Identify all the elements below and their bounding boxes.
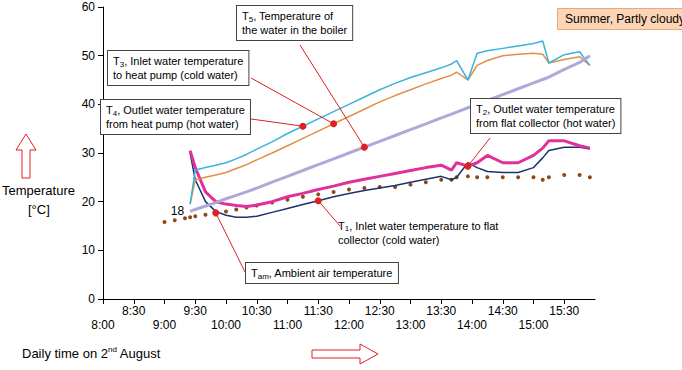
svg-text:to heat pump (cold water): to heat pump (cold water) <box>113 69 238 81</box>
svg-text:August: August <box>117 346 161 361</box>
svg-text:Temperature: Temperature <box>2 183 75 198</box>
svg-text:, Ambient air temperature: , Ambient air temperature <box>269 267 393 279</box>
svg-text:am: am <box>258 272 269 281</box>
svg-text:0: 0 <box>88 292 95 306</box>
svg-text:14:00: 14:00 <box>457 318 487 332</box>
svg-text:20: 20 <box>82 195 96 209</box>
svg-text:, Inlet water temperature: , Inlet water temperature <box>124 55 243 67</box>
svg-text:from flat collector (hot water: from flat collector (hot water) <box>476 117 615 129</box>
svg-text:12:00: 12:00 <box>334 318 364 332</box>
html-text:T2: T2 <box>476 103 488 117</box>
svg-text:40: 40 <box>82 97 96 111</box>
svg-text:8:00: 8:00 <box>91 318 115 332</box>
svg-text:, Temperature of: , Temperature of <box>253 10 334 22</box>
svg-text:10:30: 10:30 <box>242 304 272 318</box>
svg-text:9:30: 9:30 <box>184 304 208 318</box>
svg-text:[°C]: [°C] <box>28 202 50 217</box>
svg-text:18: 18 <box>171 204 185 218</box>
svg-text:11:00: 11:00 <box>273 318 302 332</box>
svg-text:collector (cold water): collector (cold water) <box>338 234 439 246</box>
svg-text:10:00: 10:00 <box>211 318 241 332</box>
svg-text:Daily time on 2: Daily time on 2 <box>22 346 108 361</box>
svg-text:nd: nd <box>108 345 117 354</box>
svg-text:15:00: 15:00 <box>518 318 548 332</box>
svg-text:T: T <box>251 267 258 279</box>
svg-text:, Inlet water temperature to f: , Inlet water temperature to flat <box>349 220 498 232</box>
svg-text:Summer, Partly cloudy: Summer, Partly cloudy <box>565 12 682 26</box>
svg-text:, Outlet water temperature: , Outlet water temperature <box>117 104 245 116</box>
html-text:T1: T1 <box>338 219 350 233</box>
html-text:T5: T5 <box>242 10 254 24</box>
svg-text:the water in the boiler: the water in the boiler <box>242 24 348 36</box>
svg-text:60: 60 <box>82 0 96 14</box>
svg-text:12:30: 12:30 <box>365 304 395 318</box>
html-text:T4: T4 <box>106 104 118 118</box>
svg-text:13:00: 13:00 <box>395 318 425 332</box>
svg-text:14:30: 14:30 <box>488 304 518 318</box>
svg-text:from heat pump (hot water): from heat pump (hot water) <box>106 118 239 130</box>
svg-text:8:30: 8:30 <box>122 304 146 318</box>
html-text:T3: T3 <box>113 55 125 69</box>
svg-text:13:30: 13:30 <box>426 304 456 318</box>
svg-text:11:30: 11:30 <box>304 304 333 318</box>
svg-text:10: 10 <box>82 243 96 257</box>
svg-text:, Outlet water temperature: , Outlet water temperature <box>487 103 615 115</box>
svg-text:50: 50 <box>82 49 96 63</box>
svg-text:30: 30 <box>82 146 96 160</box>
svg-text:9:00: 9:00 <box>153 318 177 332</box>
svg-text:15:30: 15:30 <box>549 304 579 318</box>
